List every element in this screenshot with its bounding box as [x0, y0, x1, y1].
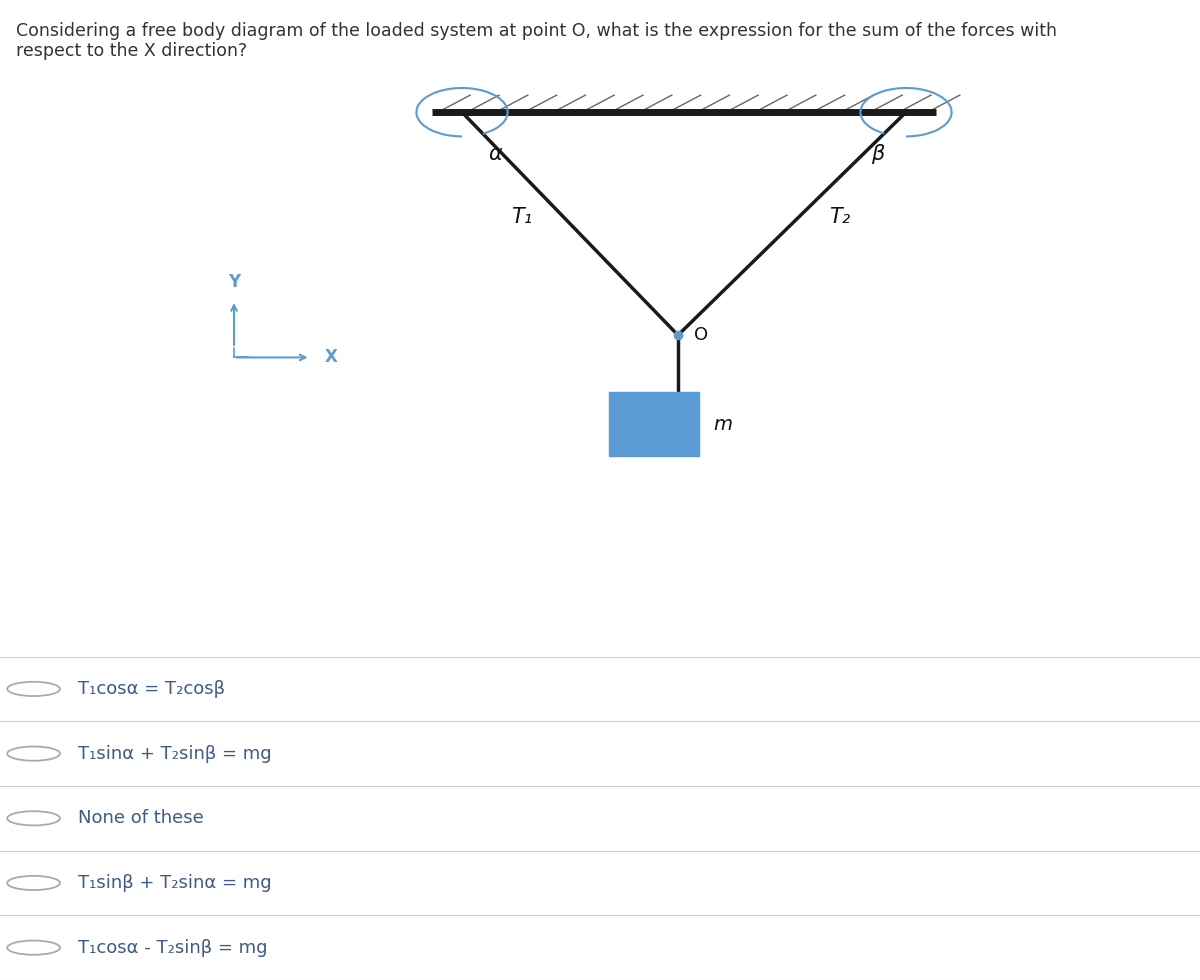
Text: T₁cosα = T₂cosβ: T₁cosα = T₂cosβ: [78, 680, 226, 698]
Text: Y: Y: [228, 272, 240, 290]
Text: m: m: [714, 415, 732, 434]
Text: T₁sinα + T₂sinβ = mg: T₁sinα + T₂sinβ = mg: [78, 745, 271, 762]
Text: O: O: [694, 326, 708, 344]
Text: None of these: None of these: [78, 809, 204, 827]
Text: X: X: [325, 349, 337, 367]
Text: T₂: T₂: [829, 208, 851, 227]
Bar: [610, 392, 698, 457]
Text: T₁sinβ + T₂sinα = mg: T₁sinβ + T₂sinα = mg: [78, 874, 271, 892]
Text: Considering a free body diagram of the loaded system at point O, what is the exp: Considering a free body diagram of the l…: [16, 22, 1056, 61]
Text: α: α: [488, 144, 502, 164]
Text: T₁: T₁: [511, 208, 533, 227]
Text: T₁cosα - T₂sinβ = mg: T₁cosα - T₂sinβ = mg: [78, 939, 268, 956]
Text: β: β: [871, 144, 884, 164]
